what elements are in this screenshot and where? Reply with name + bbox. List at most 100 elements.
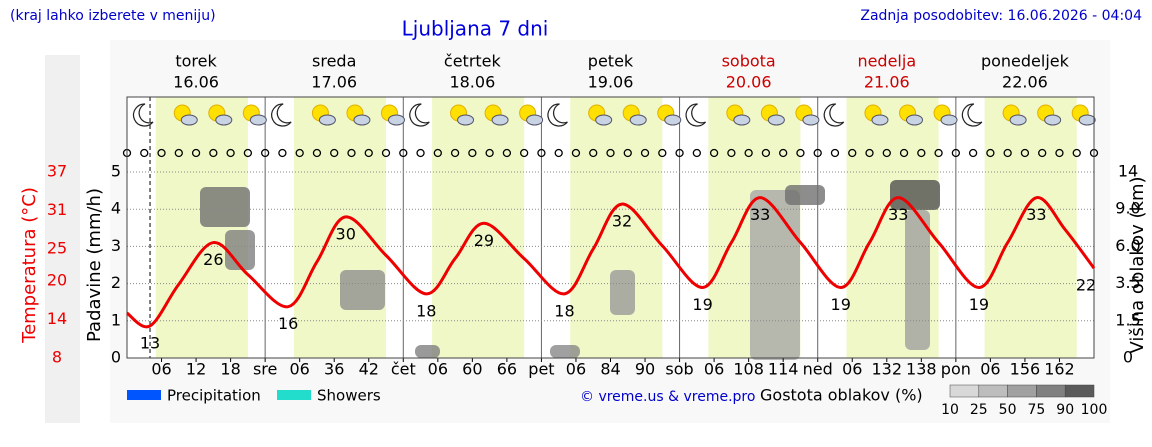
cloud-patch	[750, 190, 800, 360]
wind-icon	[848, 148, 857, 158]
wind-icon	[554, 148, 563, 158]
moon-icon	[132, 103, 154, 127]
temperature-line	[126, 196, 1096, 329]
x-tick-label: 06	[704, 360, 724, 379]
x-tick-label: 108	[733, 360, 764, 379]
day-name: torek	[175, 52, 217, 71]
day-name: ponedeljek	[981, 52, 1070, 71]
y-tick-label: 0	[111, 348, 121, 367]
temp-tick-label: 14	[47, 309, 67, 328]
y2-tick-label: 0	[1123, 348, 1133, 367]
daylight	[155, 97, 248, 358]
wind-icon	[779, 148, 788, 158]
x-tick-label: pet	[528, 360, 554, 379]
density-tick: 90	[1056, 402, 1074, 418]
cloud-patch	[785, 185, 825, 205]
density-swatch	[1036, 384, 1066, 398]
wind-icon	[450, 148, 460, 158]
wind-icon	[571, 148, 581, 158]
cloud-icon	[871, 114, 889, 126]
density-swatch	[978, 384, 1008, 398]
temp-label: 33	[750, 205, 770, 224]
y2-tick-label: 6.0	[1115, 236, 1140, 255]
day-name: sobota	[722, 52, 776, 71]
y2-axis-label: Višina oblakov (km)	[1127, 176, 1148, 353]
wind-icon	[1055, 148, 1064, 158]
moon-icon	[271, 103, 292, 127]
x-tick-label: 18	[220, 360, 240, 379]
wind-icon	[968, 148, 978, 158]
x-tick-label: 36	[324, 360, 344, 379]
cloud-icon	[595, 114, 613, 126]
cloud-icon	[733, 114, 751, 126]
y-tick-label: 4	[111, 199, 121, 218]
cloud-icon	[249, 114, 267, 126]
wind-icon	[1003, 148, 1012, 158]
wind-icon	[692, 148, 701, 158]
moon-icon	[409, 103, 430, 127]
temp-label: 13	[140, 333, 160, 352]
cloud-icon	[526, 114, 544, 126]
x-tick-label: 162	[1044, 360, 1075, 379]
wind-icon	[675, 148, 684, 158]
wind-icon	[606, 148, 615, 158]
wind-icon	[899, 148, 909, 158]
daylight	[432, 97, 525, 358]
x-tick-label: 06	[566, 360, 586, 379]
cloud-patch	[225, 230, 255, 270]
density-swatch	[1064, 384, 1095, 398]
cloud-icon	[1044, 114, 1062, 126]
cloud-patch	[890, 180, 940, 210]
x-tick-label: 138	[906, 360, 937, 379]
temp-tick-label: 25	[47, 238, 67, 257]
x-tick-label: 114	[768, 360, 799, 379]
cloud-patch	[200, 187, 250, 227]
x-tick-label: 06	[428, 360, 448, 379]
wind-icon	[520, 148, 529, 158]
daylight	[984, 97, 1077, 358]
density-tick: 100	[1081, 402, 1108, 418]
legend-swatch	[127, 390, 161, 400]
day-name: petek	[588, 52, 634, 71]
x-tick-label: 60	[462, 360, 482, 379]
wind-icon	[986, 148, 995, 158]
daylight	[293, 97, 387, 358]
day-date: 20.06	[726, 73, 772, 92]
cloud-icon	[1078, 114, 1096, 126]
cloud-icon	[318, 114, 336, 126]
y2-tick-label: 14	[1118, 162, 1138, 181]
temp-label: 16	[278, 314, 298, 333]
density-tick: 25	[970, 402, 988, 418]
wind-icon	[364, 148, 373, 158]
wind-icon	[744, 148, 753, 158]
wind-icon	[761, 148, 771, 158]
cloud-icon	[940, 114, 958, 126]
legend-label: Precipitation	[167, 387, 261, 405]
side-panel	[45, 55, 80, 423]
wind-icon	[468, 148, 477, 158]
menu-note: (kraj lahko izberete v meniju)	[10, 8, 216, 24]
wind-icon	[623, 148, 632, 158]
temp-tick-label: 31	[47, 200, 67, 219]
cloud-patch	[340, 270, 385, 310]
cloud-icon	[664, 114, 682, 126]
x-tick-label: 84	[600, 360, 620, 379]
wind-icon	[589, 148, 598, 158]
density-tick: 10	[941, 402, 959, 418]
wind-icon	[658, 148, 667, 158]
plot-frame	[126, 96, 1095, 359]
x-tick-label: 12	[186, 360, 206, 379]
legend-label: Showers	[317, 387, 381, 405]
x-tick-label: 90	[635, 360, 655, 379]
day-date: 22.06	[1002, 73, 1048, 92]
wind-icon	[1072, 148, 1081, 158]
y2-tick-label: 9.0	[1115, 199, 1140, 218]
wind-icon	[312, 148, 322, 158]
temp-tick-label: 37	[47, 162, 67, 181]
x-tick-label: sob	[665, 360, 693, 379]
temp-label: 18	[554, 301, 574, 320]
temp-label: 19	[692, 295, 712, 314]
wind-icon	[209, 148, 218, 158]
x-tick-label: sre	[253, 360, 277, 379]
